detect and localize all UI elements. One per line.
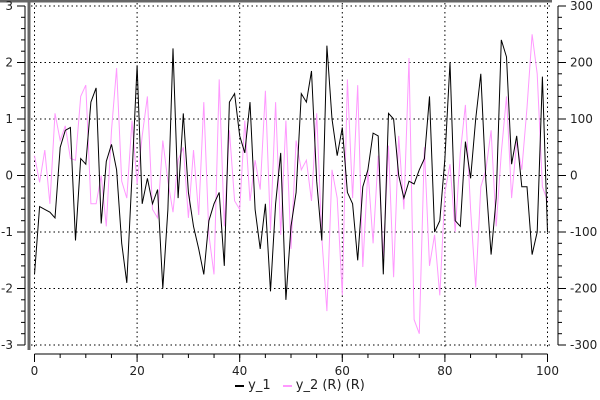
legend-swatch-y2 [282,384,292,387]
x-tick-label: 40 [232,364,247,378]
legend-item-y1: y_1 [235,378,271,393]
y2-tick-label: 100 [570,112,593,126]
y-tick-label: -1 [1,225,13,239]
series-lines [34,34,548,334]
x-tick-label: 0 [31,364,39,378]
axes: 0 20 40 60 80 100 -3 -2 -1 0 1 2 3 -300 -200 -100 0 100 20… [1,0,597,378]
legend-label-y2: y_2 (R) (R) [295,378,365,393]
y2-tick-label: -100 [570,225,597,239]
y2-tick-label: 200 [570,56,593,70]
y2-tick-label: -200 [570,282,597,296]
legend-label-y1: y_1 [248,378,271,393]
y2-tick-label: 0 [570,169,578,183]
y-tick-label: -3 [1,338,13,352]
series-line-y1 [34,39,548,300]
y-tick-label: -2 [1,282,13,296]
y-tick-label: 3 [5,0,13,13]
y-tick-label: 2 [5,56,13,70]
series-line-y2 [34,34,548,334]
x-tick-label: 100 [536,364,559,378]
y-tick-label: 1 [5,112,13,126]
legend-swatch-y1 [235,384,245,387]
legend: y_1 y_2 (R) (R) [0,378,600,393]
legend-item-y2: y_2 (R) (R) [282,378,365,393]
y2-tick-label: 300 [570,0,593,13]
x-tick-label: 80 [437,364,452,378]
y2-tick-label: -300 [570,338,597,352]
x-tick-label: 20 [129,364,144,378]
x-tick-label: 60 [335,364,350,378]
plot-frame [0,0,552,350]
y-tick-label: 0 [5,169,13,183]
